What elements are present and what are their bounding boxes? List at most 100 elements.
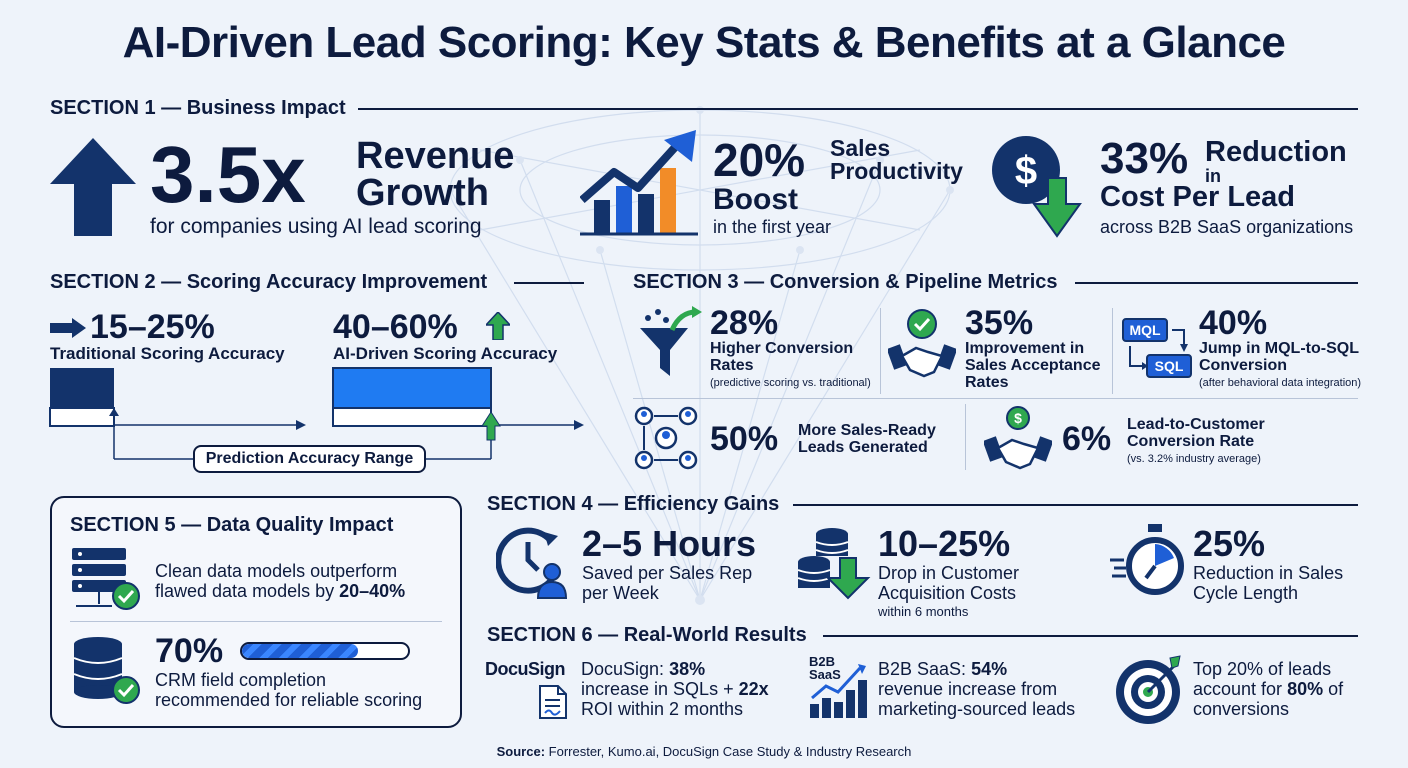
top-leads-line1: Top 20% of leads bbox=[1193, 659, 1332, 679]
ai-accuracy-label: AI-Driven Scoring Accuracy bbox=[333, 344, 558, 363]
accuracy-range-diagram bbox=[49, 367, 584, 460]
section2-heading: SECTION 2 — Scoring Accuracy Improvement bbox=[50, 271, 488, 293]
section1-heading: SECTION 1 — Business Impact bbox=[50, 97, 346, 119]
cost-reduction-label-2: in bbox=[1205, 166, 1221, 186]
coins-down-icon bbox=[797, 528, 871, 600]
mql-tag: MQL bbox=[1122, 318, 1168, 342]
page-title: AI-Driven Lead Scoring: Key Stats & Bene… bbox=[122, 18, 1286, 67]
top-leads-line2: account for 80% of bbox=[1193, 679, 1344, 699]
growth-chart-icon bbox=[580, 130, 698, 236]
productivity-label-3: Boost bbox=[713, 183, 798, 216]
section6-rule bbox=[823, 635, 1358, 637]
b2b-saas-logo-line2: SaaS bbox=[809, 667, 841, 682]
document-sign-icon bbox=[539, 685, 567, 719]
docusign-line3: ROI within 2 months bbox=[581, 699, 744, 719]
cac-drop-line1: Drop in Customer bbox=[878, 563, 1020, 583]
hours-saved-line2: per Week bbox=[582, 583, 659, 603]
up-arrow-icon bbox=[50, 138, 136, 236]
section3-divider bbox=[1112, 308, 1113, 394]
hours-saved-value: 2–5 Hours bbox=[582, 523, 757, 564]
saas-line2: revenue increase from bbox=[878, 679, 1058, 699]
cac-drop-line2: Acquisition Costs bbox=[878, 583, 1017, 603]
section5-heading: SECTION 5 — Data Quality Impact bbox=[70, 514, 394, 536]
saas-line1: B2B SaaS: 54% bbox=[878, 659, 1008, 679]
sales-ready-value: 50% bbox=[710, 420, 779, 458]
clean-data-line1: Clean data models outperform bbox=[155, 561, 398, 581]
svg-text:$: $ bbox=[1015, 149, 1037, 193]
section2-rule bbox=[514, 282, 584, 284]
clean-data-line2: flawed data models by 20–40% bbox=[155, 581, 406, 601]
productivity-label-1: Sales bbox=[830, 135, 891, 161]
lead-to-customer-note: (vs. 3.2% industry average) bbox=[1127, 453, 1261, 465]
saas-line3: marketing-sourced leads bbox=[878, 699, 1076, 719]
mql-sql-line2: Conversion bbox=[1199, 357, 1288, 374]
sales-cycle-line1: Reduction in Sales bbox=[1193, 563, 1344, 583]
mql-sql-arrows-icon bbox=[1129, 329, 1188, 370]
revenue-growth-label-1: Revenue bbox=[356, 135, 515, 177]
docusign-logo: DocuSign bbox=[485, 659, 566, 679]
cost-reduction-value: 33% bbox=[1100, 134, 1189, 183]
productivity-value: 20% bbox=[713, 134, 806, 186]
sales-ready-line2: Leads Generated bbox=[798, 439, 928, 456]
b2b-saas-logo-line1: B2B bbox=[809, 654, 836, 669]
lead-to-customer-line1: Lead-to-Customer bbox=[1127, 416, 1265, 433]
section3-divider bbox=[965, 404, 966, 470]
traditional-accuracy-label: Traditional Scoring Accuracy bbox=[50, 344, 285, 363]
top-leads-line3: conversions bbox=[1193, 699, 1290, 719]
source-footnote: Source: Forrester, Kumo.ai, DocuSign Cas… bbox=[496, 744, 912, 759]
section1-rule bbox=[358, 108, 1358, 110]
traditional-accuracy-value: 15–25% bbox=[90, 308, 215, 346]
green-up-arrow-icon bbox=[486, 312, 510, 340]
docusign-line2: increase in SQLs + 22x bbox=[581, 679, 769, 699]
section6-heading: SECTION 6 — Real-World Results bbox=[487, 624, 807, 646]
crm-completion-line1: CRM field completion bbox=[155, 670, 327, 690]
section4-rule bbox=[793, 504, 1358, 506]
ai-accuracy-value: 40–60% bbox=[333, 308, 458, 346]
conversion-rate-line2: Rates bbox=[710, 357, 754, 374]
sql-tag: SQL bbox=[1146, 354, 1192, 378]
target-icon bbox=[1116, 655, 1181, 724]
bar-growth-icon bbox=[810, 664, 867, 718]
section3-rule bbox=[1075, 282, 1358, 284]
clock-user-icon bbox=[496, 527, 568, 599]
svg-text:$: $ bbox=[1014, 410, 1022, 426]
prediction-accuracy-range-label: Prediction Accuracy Range bbox=[193, 445, 426, 473]
background-network-decoration bbox=[446, 106, 954, 605]
mql-sql-value: 40% bbox=[1199, 304, 1268, 342]
revenue-growth-value: 3.5x bbox=[150, 130, 306, 219]
section4-heading: SECTION 4 — Efficiency Gains bbox=[487, 493, 780, 515]
section3-heading: SECTION 3 — Conversion & Pipeline Metric… bbox=[633, 271, 1058, 293]
section5-divider bbox=[70, 621, 442, 622]
conversion-rate-value: 28% bbox=[710, 304, 779, 342]
right-arrow-icon bbox=[50, 318, 86, 338]
sales-cycle-line2: Cycle Length bbox=[1193, 583, 1299, 603]
sales-acceptance-line1: Improvement in bbox=[965, 340, 1085, 357]
revenue-growth-caption: for companies using AI lead scoring bbox=[150, 215, 482, 238]
section3-row-divider bbox=[633, 398, 1358, 399]
funnel-icon bbox=[640, 306, 702, 376]
cac-drop-note: within 6 months bbox=[878, 604, 969, 619]
conversion-rate-note: (predictive scoring vs. traditional) bbox=[710, 377, 871, 389]
crm-completion-line2: recommended for reliable scoring bbox=[155, 690, 423, 710]
sales-acceptance-line2: Sales Acceptance bbox=[965, 357, 1101, 374]
lead-to-customer-value: 6% bbox=[1062, 420, 1112, 458]
sales-acceptance-line3: Rates bbox=[965, 374, 1009, 391]
hours-saved-line1: Saved per Sales Rep bbox=[582, 563, 753, 583]
crm-completion-progress-fill bbox=[242, 644, 359, 658]
mql-sql-note: (after behavioral data integration) bbox=[1199, 377, 1362, 389]
sales-acceptance-value: 35% bbox=[965, 304, 1034, 342]
section3-divider bbox=[880, 308, 881, 394]
crm-completion-value: 70% bbox=[155, 632, 224, 670]
productivity-label-2: Productivity bbox=[830, 158, 963, 184]
cost-reduction-caption: across B2B SaaS organizations bbox=[1100, 217, 1354, 237]
handshake-dollar-icon: $ bbox=[984, 406, 1052, 470]
cost-reduction-label-3: Cost Per Lead bbox=[1100, 181, 1295, 213]
handshake-check-icon bbox=[888, 309, 956, 378]
sales-ready-line1: More Sales-Ready bbox=[798, 422, 936, 439]
server-check-icon bbox=[72, 548, 140, 610]
revenue-growth-label-2: Growth bbox=[356, 172, 489, 214]
productivity-caption: in the first year bbox=[713, 217, 832, 237]
database-check-icon bbox=[73, 637, 140, 704]
mql-sql-line1: Jump in MQL-to-SQL bbox=[1199, 340, 1359, 357]
conversion-rate-line1: Higher Conversion bbox=[710, 340, 854, 357]
